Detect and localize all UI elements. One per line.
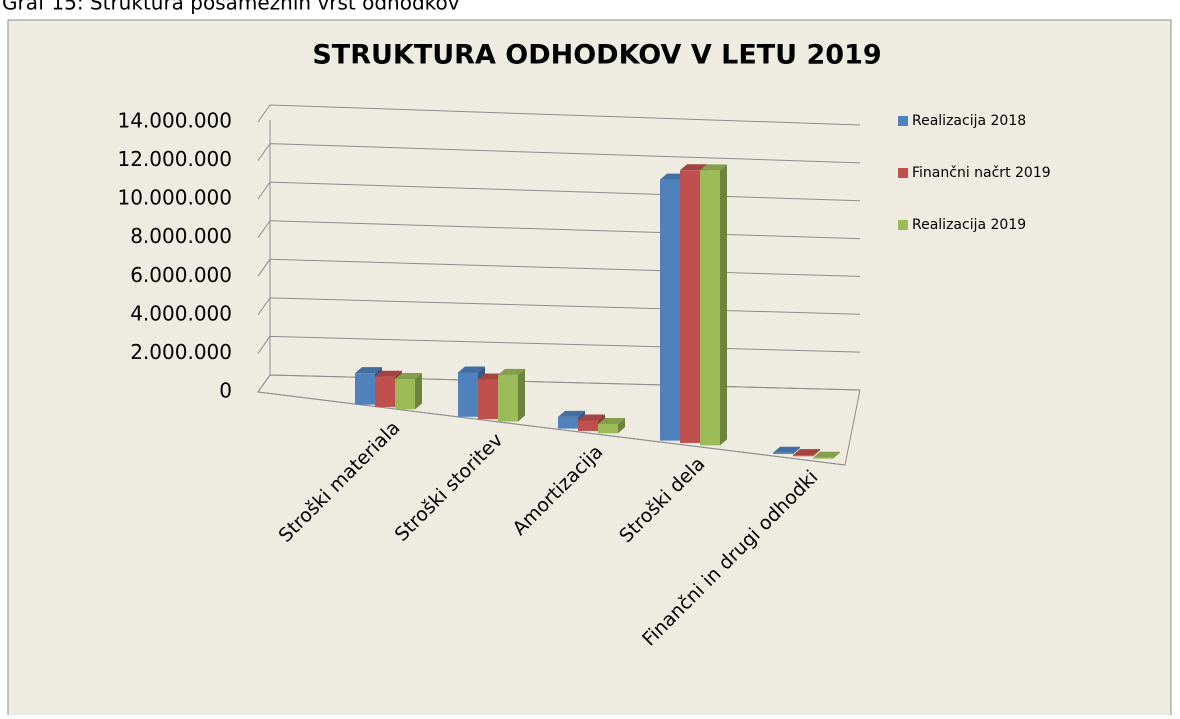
bar-side [793, 446, 800, 454]
grid-line [257, 104, 861, 126]
bar-front [813, 457, 833, 459]
bar-side [415, 373, 422, 410]
legend-label: Finančni načrt 2019 [912, 165, 1051, 181]
bar-top [395, 373, 422, 380]
legend-label: Realizacija 2019 [912, 217, 1026, 233]
bar [793, 449, 820, 457]
bar-top [813, 451, 840, 458]
bar-front [700, 170, 720, 446]
bar-top [578, 414, 605, 421]
bar-top [773, 446, 800, 453]
legend-swatch [898, 116, 908, 126]
bar-front [375, 376, 395, 407]
caption: Graf 15: Struktura posameznih vrst odhod… [2, 0, 460, 15]
y-tick-label: 10.000.000 [117, 186, 232, 210]
chart-area [7, 19, 1172, 719]
chart-title: STRUKTURA ODHODKOV V LETU 2019 [312, 40, 881, 71]
bar [598, 417, 625, 434]
bar-top [680, 164, 707, 171]
y-tick-label: 12.000.000 [117, 147, 232, 171]
bar-top [558, 410, 585, 417]
y-tick-label: 8.000.000 [130, 224, 232, 248]
bar-front [478, 379, 498, 420]
bar-front [355, 373, 375, 405]
bar-top [793, 449, 820, 456]
bar [498, 368, 525, 422]
bar-top [700, 164, 727, 171]
grid-line [257, 143, 861, 164]
bar-top [498, 368, 525, 375]
bar-side [618, 417, 625, 434]
bar-front [578, 420, 598, 431]
bar-front [773, 452, 793, 454]
y-tick-label: 2.000.000 [130, 340, 232, 364]
legend-swatch [898, 168, 908, 178]
y-tick-label: 0 [219, 379, 232, 403]
bar-top [375, 370, 402, 377]
bar [395, 373, 422, 410]
bar [773, 446, 800, 454]
bar [700, 164, 727, 446]
bar-front [660, 179, 680, 441]
bar-front [498, 374, 518, 422]
y-tick-label: 4.000.000 [130, 301, 232, 325]
bar-side [518, 368, 525, 422]
bar-side [720, 164, 727, 446]
bar-side [813, 449, 820, 457]
bar-front [598, 423, 618, 434]
legend-label: Realizacija 2018 [912, 113, 1026, 129]
bar-front [558, 416, 578, 429]
bar-front [793, 455, 813, 457]
bar-front [680, 170, 700, 443]
bar-front [395, 379, 415, 410]
bar [813, 451, 840, 459]
bar-top [598, 417, 625, 424]
y-tick-label: 14.000.000 [117, 109, 232, 133]
bar-front [458, 372, 478, 417]
bar-top [355, 367, 382, 374]
bar-side [833, 451, 840, 459]
y-tick-label: 6.000.000 [130, 263, 232, 287]
bar-top [458, 366, 485, 373]
legend-swatch [898, 220, 908, 230]
